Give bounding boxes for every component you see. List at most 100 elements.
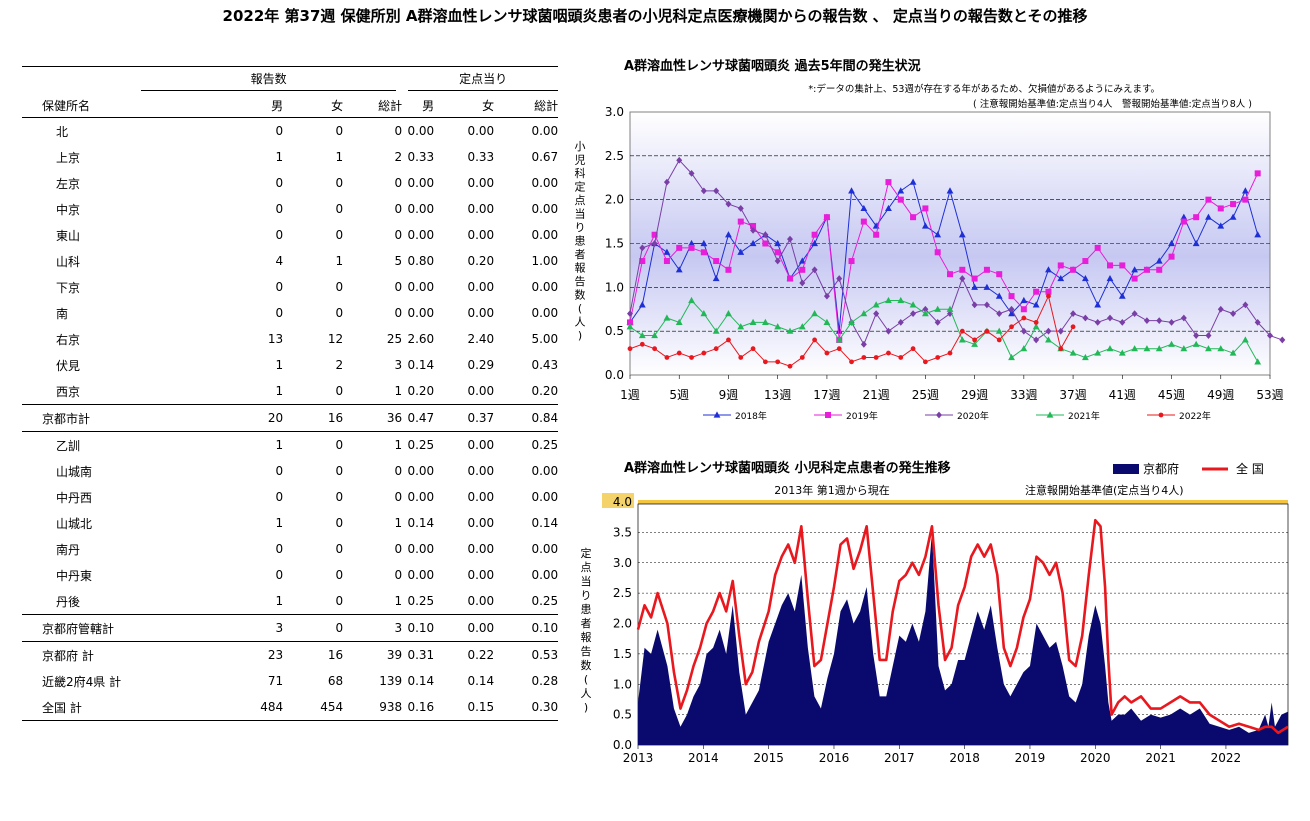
series-line: [629, 173, 1259, 341]
table-row: 山科 4 1 5 0.80 0.20 1.00: [22, 248, 558, 274]
data-point: [627, 319, 633, 326]
cell-value: 25: [386, 332, 403, 346]
data-point: [700, 249, 707, 256]
cell-value: 1: [275, 358, 284, 372]
group-header-per-site: 定点当り: [402, 67, 559, 94]
chart1-ylabel-char: 告: [575, 275, 586, 288]
data-point: [1155, 345, 1163, 352]
series-2019年: [627, 170, 1261, 343]
cell-value: 20: [267, 411, 284, 425]
data-point: [1267, 332, 1273, 339]
table-row: 伏見 1 2 3 0.14 0.29 0.43: [22, 352, 558, 378]
chart1-ylabel-char: り: [575, 221, 586, 234]
data-point: [860, 218, 867, 225]
cell-value: 2.40: [467, 332, 495, 346]
data-point: [663, 248, 671, 255]
cell-value: 0.00: [467, 464, 495, 478]
page-title: 2022年 第37週 保健所別 A群溶血性レンサ球菌咽頭炎患者の小児科定点医療機…: [222, 7, 1088, 25]
data-point: [861, 355, 867, 360]
cell-value: 0: [394, 176, 403, 190]
data-point: [749, 239, 757, 247]
cell-value: 1: [275, 516, 284, 530]
data-point: [1032, 323, 1040, 330]
cell-value: 0: [335, 568, 344, 582]
cell-value: 12: [327, 332, 344, 346]
data-point: [1168, 253, 1175, 260]
cell-value: 0.00: [407, 490, 435, 504]
cell-value: 0.00: [407, 202, 435, 216]
data-point: [1118, 349, 1126, 356]
cell-value: 139: [379, 674, 403, 688]
legend-swatch-kyoto: [1113, 464, 1139, 474]
data-point: [1131, 310, 1138, 318]
chart1-ytick-label: 2.5: [605, 149, 624, 163]
data-point: [1021, 315, 1027, 321]
data-point: [1192, 340, 1200, 347]
chart1-ylabel-char: 科: [575, 166, 586, 180]
chart2-ytick-label: 2.0: [613, 617, 632, 631]
column-header-male-per: 男: [422, 98, 435, 113]
cell-value: 0: [335, 438, 344, 452]
cell-value: 0.00: [467, 280, 495, 294]
data-point: [959, 266, 966, 273]
data-point: [1131, 275, 1138, 282]
data-point: [652, 346, 658, 352]
table-row: 山城南 0 0 0 0.00 0.00 0.00: [22, 458, 558, 484]
data-point: [995, 292, 1003, 299]
data-point: [761, 318, 769, 325]
chart2-xtick-label: 2013: [623, 751, 654, 765]
data-point: [909, 301, 917, 308]
cell-value: 0.67: [531, 150, 559, 164]
data-point: [762, 240, 769, 247]
data-point: [639, 244, 646, 252]
row-name: 丹後: [56, 594, 81, 609]
data-point: [1081, 353, 1089, 361]
data-point: [799, 355, 805, 360]
chart1-ylabel-char: 点: [575, 194, 586, 207]
row-name: 乙訓: [56, 438, 81, 453]
data-point: [1094, 319, 1101, 326]
cell-value: 0.53: [531, 648, 559, 662]
cell-value: 938: [379, 700, 403, 714]
cell-value: 0.28: [531, 674, 559, 688]
row-name: 京都府 計: [42, 648, 94, 663]
chart2-xtick-label: 2021: [1145, 751, 1176, 765]
chart2-xtick-label: 2020: [1080, 751, 1111, 765]
data-point: [639, 341, 645, 347]
chart1-ylabel-char: 当: [575, 207, 586, 221]
data-point: [1045, 266, 1052, 273]
data-point: [1033, 336, 1040, 344]
chart1-xtick-label: 29週: [961, 388, 988, 402]
data-point: [836, 346, 842, 352]
data-point: [627, 346, 633, 352]
data-point: [971, 340, 979, 347]
data-point: [787, 363, 793, 369]
data-point: [725, 231, 732, 238]
table-row: 中丹西 0 0 0 0.00 0.00 0.00: [22, 484, 558, 510]
data-point: [971, 283, 979, 290]
cell-value: 0.00: [531, 202, 559, 216]
cell-value: 454: [320, 700, 344, 714]
data-point: [626, 323, 634, 330]
chart2-ylabel-char: 数: [581, 659, 592, 672]
data-point: [738, 355, 744, 360]
chart1-xtick-label: 41週: [1109, 388, 1136, 402]
data-point: [823, 318, 831, 325]
chart1-ytick-label: 1.5: [605, 237, 624, 251]
data-point: [774, 257, 781, 265]
cell-value: 0.14: [407, 516, 435, 530]
data-point: [984, 328, 990, 334]
data-point: [1020, 306, 1027, 313]
data-point: [1217, 305, 1224, 313]
data-point: [1032, 301, 1040, 308]
chart2-ytick-label: 2.5: [613, 586, 632, 600]
data-point: [849, 359, 854, 365]
data-point: [1180, 213, 1188, 220]
data-point: [774, 239, 782, 247]
data-point: [675, 318, 683, 325]
chart-long-term-trend: A群溶血性レンサ球菌咽頭炎 小児科定点患者の発生推移 2013年 第1週から現在…: [581, 460, 1289, 765]
data-point: [1070, 324, 1076, 330]
data-point: [811, 310, 819, 317]
cell-value: 0.14: [467, 674, 495, 688]
data-point: [972, 337, 978, 343]
